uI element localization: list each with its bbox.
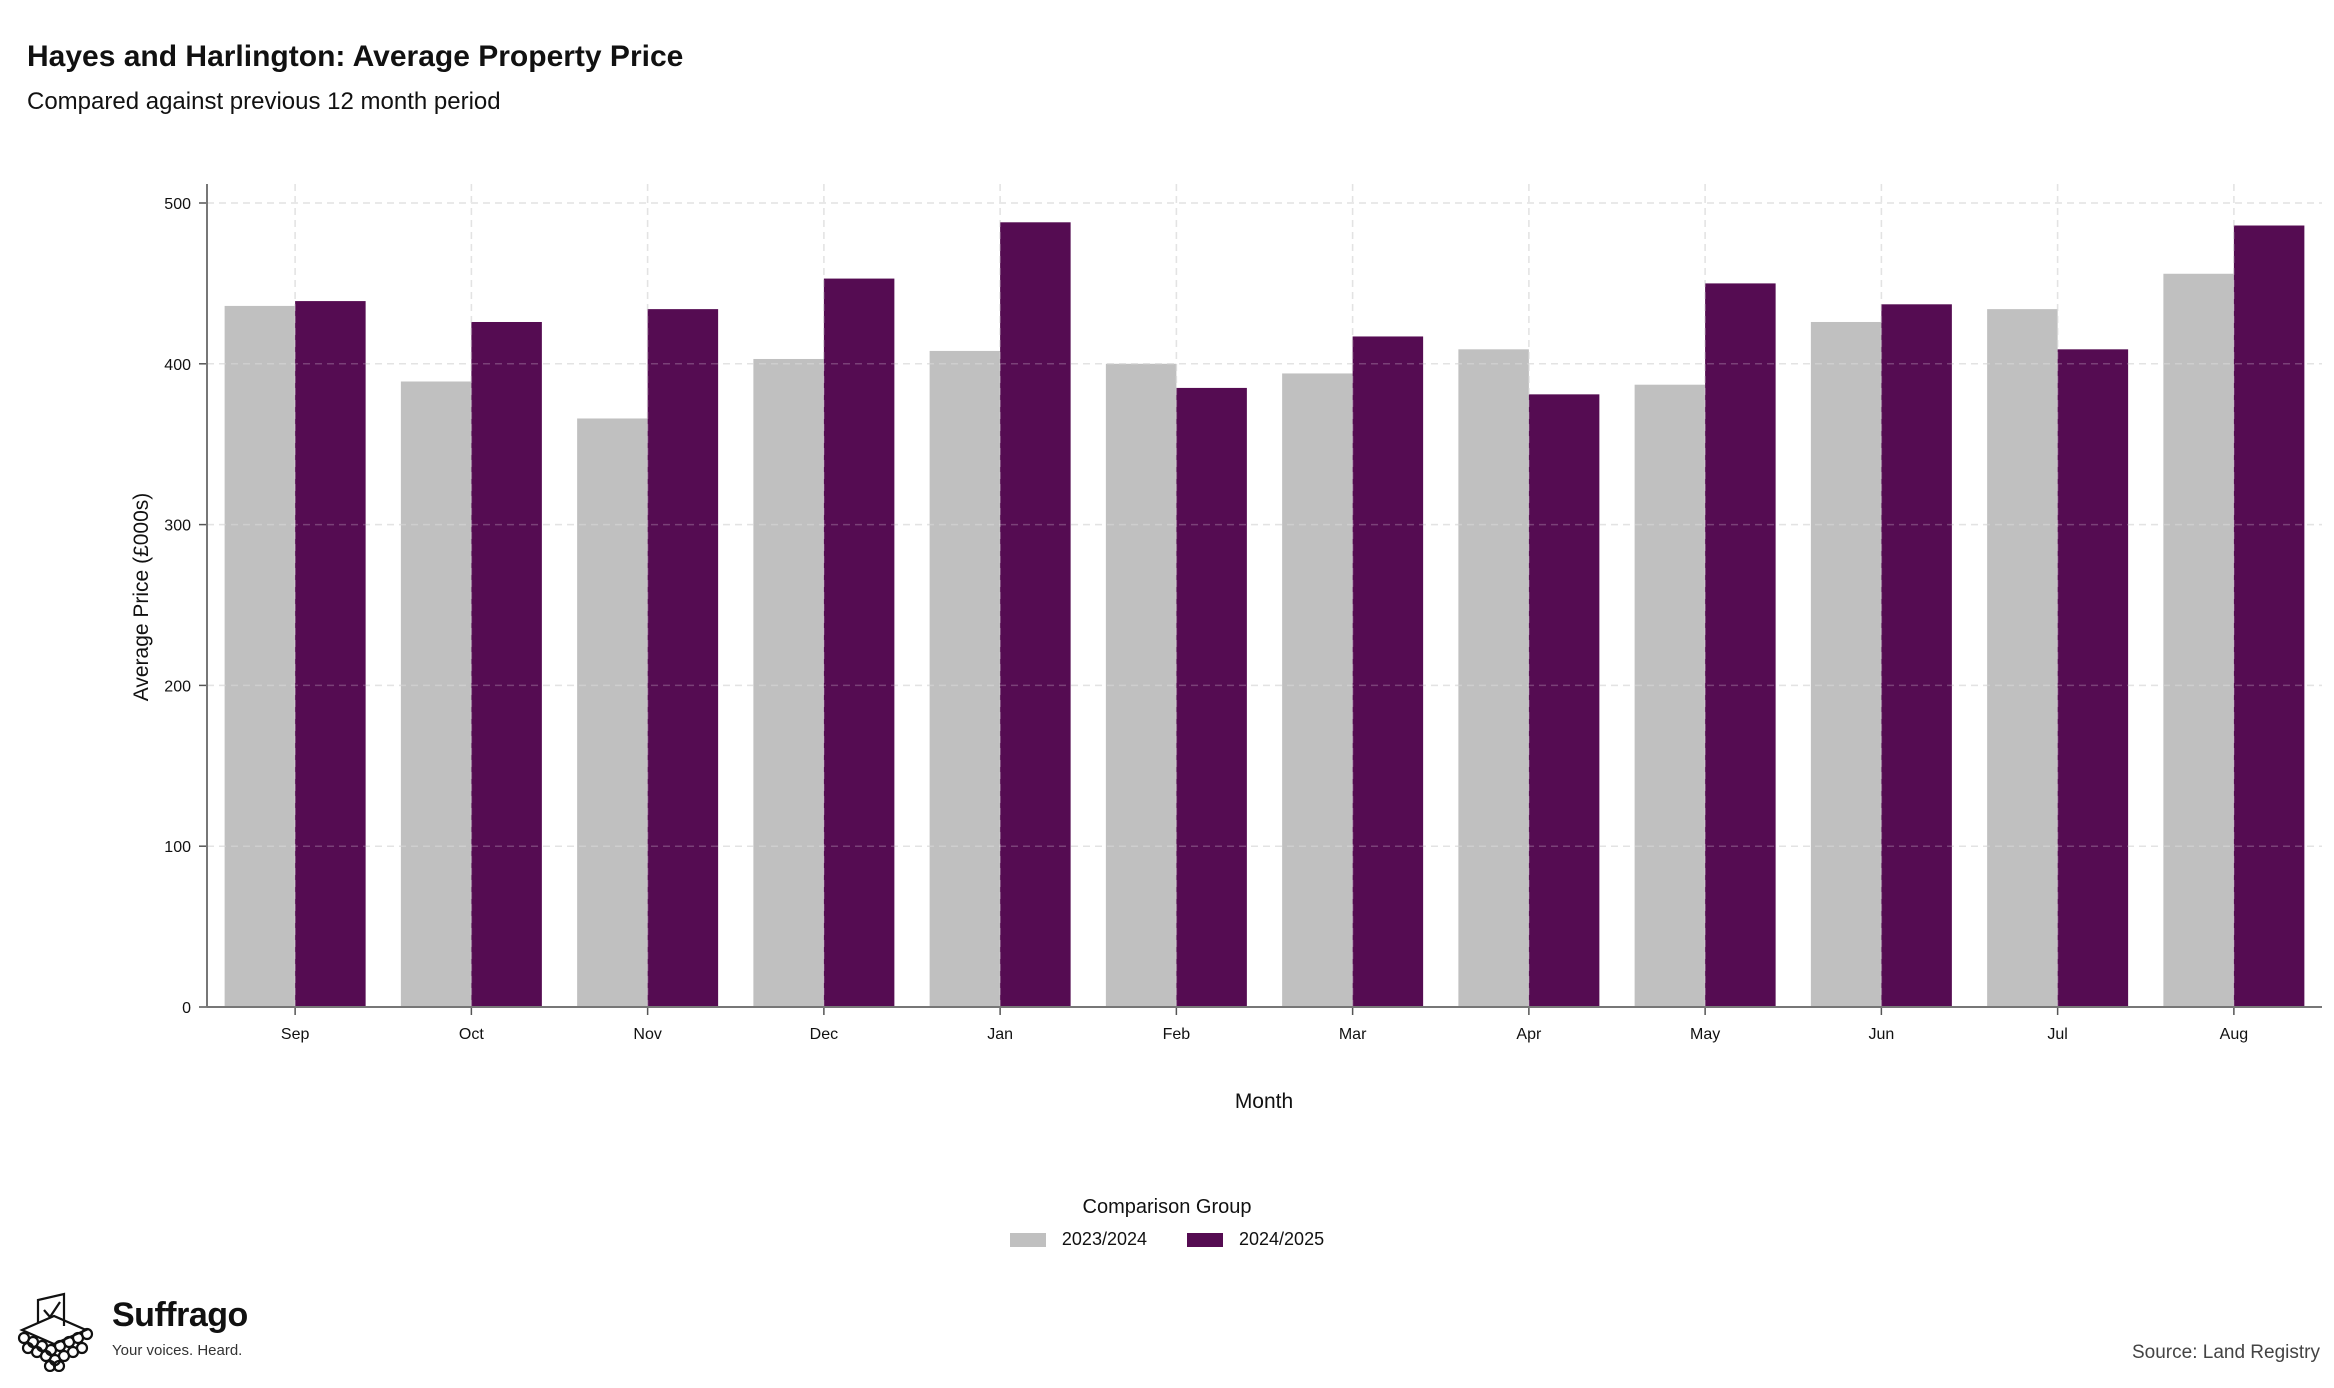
x-tick-label: Aug [2220, 1026, 2248, 1043]
legend-title: Comparison Group [1082, 1196, 1252, 1218]
x-tick-label: Jul [2047, 1026, 2067, 1043]
brand-logo: Suffrago Your voices. Heard. [14, 1292, 248, 1372]
x-tick-label: Jan [987, 1026, 1013, 1043]
brand-name: Suffrago [112, 1296, 248, 1334]
y-tick-labels: 0 100 200 300 400 500 [164, 196, 191, 1017]
bar-2023-2024-apr [1458, 349, 1529, 1007]
x-tick-label: Jun [1868, 1026, 1894, 1043]
chart-subtitle: Compared against previous 12 month perio… [27, 88, 501, 115]
bar-2023-2024-may [1634, 384, 1706, 1008]
bar-2023-2024-sep [224, 305, 296, 1007]
y-tick-label: 100 [164, 839, 191, 856]
bar-2023-2024-oct [400, 381, 472, 1007]
x-tick-label: Oct [459, 1026, 484, 1043]
bar-2024-2025-aug [2233, 225, 2305, 1008]
bar-2024-2025-sep [295, 301, 366, 1007]
legend-swatch-2023-2024 [1009, 1232, 1046, 1247]
bar-2024-2025-jun [1881, 304, 1952, 1008]
bar-2024-2025-nov [647, 309, 719, 1007]
bar-2024-2025-may [1705, 283, 1776, 1007]
brand-tagline: Your voices. Heard. [112, 1342, 243, 1359]
legend-label-2024-2025: 2024/2025 [1239, 1229, 1325, 1249]
legend: Comparison Group 2023/2024 2024/2025 [0, 1196, 2334, 1250]
bar-2024-2025-feb [1176, 387, 1247, 1007]
y-tick-label: 500 [164, 196, 191, 213]
bar-chart: Average Price (£000s) Month 0 100 200 300 40… [130, 184, 2322, 1113]
legend-label-2023-2024: 2023/2024 [1061, 1229, 1147, 1249]
y-axis-title: Average Price (£000s) [130, 493, 153, 702]
legend-item-2023-2024: 2023/2024 [1009, 1229, 1147, 1250]
x-tick-label: Nov [633, 1026, 661, 1043]
x-tick-label: Apr [1516, 1026, 1542, 1043]
bar-2024-2025-jan [1000, 222, 1071, 1007]
bars [224, 222, 2305, 1008]
chart-title: Hayes and Harlington: Average Property P… [27, 40, 684, 73]
source-note: Source: Land Registry [2132, 1342, 2320, 1363]
bar-2024-2025-apr [1528, 394, 1600, 1007]
x-tick-label: Sep [281, 1026, 310, 1043]
bar-2023-2024-feb [1105, 363, 1177, 1007]
x-tick-labels: Sep Oct Nov Dec Jan Feb Mar Apr May Jun Jul Aug [281, 1026, 2248, 1043]
x-tick-label: May [1690, 1026, 1720, 1043]
y-tick-label: 200 [164, 678, 191, 695]
ballot-box-icon [17, 1292, 94, 1372]
legend-item-2024-2025: 2024/2025 [1187, 1229, 1324, 1250]
bar-2023-2024-dec [753, 358, 824, 1007]
x-tick-label: Mar [1339, 1026, 1367, 1043]
x-tick-label: Dec [810, 1026, 838, 1043]
bar-2024-2025-oct [471, 321, 542, 1007]
x-tick-label: Feb [1163, 1026, 1191, 1043]
x-axis-title: Month [1235, 1090, 1293, 1113]
bar-2023-2024-nov [577, 418, 648, 1007]
axes [199, 184, 2322, 1015]
y-tick-label: 0 [182, 1000, 191, 1017]
bar-2023-2024-mar [1282, 373, 1353, 1007]
bar-2023-2024-aug [2163, 273, 2234, 1007]
bar-2023-2024-jul [1987, 309, 2058, 1007]
bar-2024-2025-mar [1352, 336, 1424, 1007]
bar-2024-2025-dec [823, 278, 895, 1007]
gridline-overlay [207, 184, 2322, 1007]
legend-swatch-2024-2025 [1187, 1232, 1223, 1247]
bar-2023-2024-jun [1810, 321, 1882, 1007]
bar-2023-2024-jan [929, 350, 1001, 1007]
y-tick-label: 300 [164, 518, 191, 535]
y-tick-label: 400 [164, 357, 191, 374]
bar-2024-2025-jul [2057, 349, 2129, 1007]
